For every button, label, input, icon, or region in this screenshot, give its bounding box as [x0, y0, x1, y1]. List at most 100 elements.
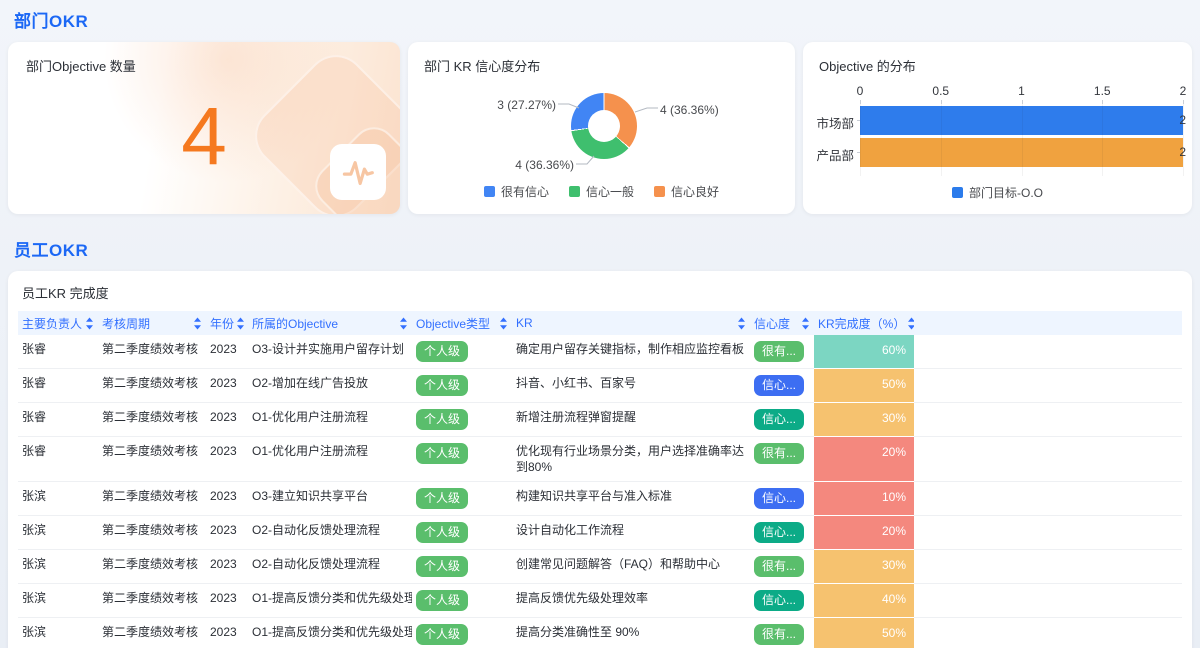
legend-label: 信心良好	[671, 185, 720, 199]
dept-okr-cards-row: 部门Objective 数量 4 部门 KR 信心度分布 3 (27.27%) …	[8, 42, 1192, 214]
column-header-信心度[interactable]: 信心度	[750, 311, 814, 335]
cell-period: 第二季度绩效考核	[98, 515, 206, 550]
confidence-badge[interactable]: 信心...	[754, 590, 805, 611]
cell-period: 第二季度绩效考核	[98, 583, 206, 618]
sort-icon[interactable]	[801, 317, 810, 330]
legend-item-very-confident[interactable]: 很有信心	[483, 183, 549, 200]
column-header-KR[interactable]: KR	[512, 311, 750, 335]
cell-objective: O1-优化用户注册流程	[248, 436, 412, 482]
column-header-label: KR	[516, 316, 533, 330]
cell-owner: 张睿	[18, 335, 98, 369]
confidence-badge[interactable]: 很有...	[754, 443, 805, 464]
bar-fill[interactable]	[860, 138, 1183, 167]
cell-year: 2023	[206, 402, 248, 437]
bar-row-product[interactable]: 2	[860, 138, 1186, 167]
cell-owner: 张滨	[18, 583, 98, 618]
confidence-badge[interactable]: 信心...	[754, 522, 805, 543]
cell-kr: 新增注册流程弹窗提醒	[512, 402, 750, 437]
cell-year: 2023	[206, 481, 248, 516]
cell-objective-type: 个人级	[412, 436, 512, 482]
sort-icon[interactable]	[85, 317, 94, 330]
completion-cell: 30%	[814, 403, 914, 436]
bar-fill[interactable]	[860, 106, 1183, 135]
objective-type-badge: 个人级	[416, 341, 469, 362]
confidence-badge[interactable]: 很有...	[754, 556, 805, 577]
column-header-年份[interactable]: 年份	[206, 311, 248, 335]
bar-chart-plot[interactable]: 2 2 0 0.5 1 1.5 2	[857, 84, 1186, 180]
confidence-badge[interactable]: 信心...	[754, 488, 805, 509]
column-header-考核周期[interactable]: 考核周期	[98, 311, 206, 335]
axis-tick	[940, 100, 942, 104]
sort-icon[interactable]	[499, 317, 508, 330]
sort-icon[interactable]	[193, 317, 202, 330]
column-header-所属的Objective[interactable]: 所属的Objective	[248, 311, 412, 335]
legend-item-good-confidence[interactable]: 信心良好	[654, 183, 719, 200]
legend-item-dept-objective[interactable]: 部门目标-O.O	[952, 184, 1043, 201]
kr-confidence-title: 部门 KR 信心度分布	[424, 59, 541, 74]
cell-year: 2023	[206, 549, 248, 584]
cell-kr: 优化现有行业场景分类，用户选择准确率达到80%	[512, 436, 750, 482]
objective-distribution-title: Objective 的分布	[819, 59, 916, 74]
confidence-badge[interactable]: 很有...	[754, 624, 805, 645]
cell-period: 第二季度绩效考核	[98, 368, 206, 403]
cell-empty	[914, 515, 1182, 550]
completion-cell: 20%	[814, 437, 914, 481]
confidence-badge[interactable]: 信心...	[754, 375, 805, 396]
cell-period: 第二季度绩效考核	[98, 436, 206, 482]
column-header-label: Objective类型	[416, 316, 491, 331]
column-header-label: 年份	[210, 316, 235, 331]
cell-kr: 确定用户留存关键指标，制作相应监控看板	[512, 335, 750, 369]
kr-confidence-card: 部门 KR 信心度分布 3 (27.27%) 4 (36.36%) 4 (36.…	[408, 42, 795, 214]
legend-item-average-confidence[interactable]: 信心一般	[568, 183, 634, 200]
cell-year: 2023	[206, 335, 248, 369]
employee-kr-table: 主要负责人 考核周期 年份 所属的Objective Objective类型 KR 信心度 K…	[18, 311, 1182, 648]
cell-confidence: 很有...	[750, 617, 814, 648]
completion-cell: 30%	[814, 550, 914, 583]
cell-completion: 30%	[814, 402, 914, 437]
table-row: 张滨 第二季度绩效考核 2023 O3-建立知识共享平台 个人级 构建知识共享平台与准入标…	[18, 481, 1182, 516]
cell-empty	[914, 368, 1182, 403]
axis-tick	[1102, 100, 1104, 104]
column-header-主要负责人[interactable]: 主要负责人	[18, 311, 98, 335]
objective-count-card: 部门Objective 数量 4	[8, 42, 400, 214]
cell-year: 2023	[206, 617, 248, 648]
cell-period: 第二季度绩效考核	[98, 481, 206, 516]
cell-owner: 张滨	[18, 617, 98, 648]
sort-icon[interactable]	[907, 317, 914, 330]
cell-objective-type: 个人级	[412, 583, 512, 618]
cell-period: 第二季度绩效考核	[98, 335, 206, 369]
table-row: 张睿 第二季度绩效考核 2023 O1-优化用户注册流程 个人级 优化现有行业场景分类，用…	[18, 436, 1182, 482]
completion-cell: 10%	[814, 482, 914, 515]
confidence-badge[interactable]: 很有...	[754, 341, 805, 362]
sort-icon[interactable]	[236, 317, 245, 330]
bar-value-label: 2	[1179, 145, 1186, 159]
employee-kr-table-card: 员工KR 完成度 主要负责人 考核周期 年份 所属的Objective Objectiv…	[8, 271, 1192, 648]
cell-period: 第二季度绩效考核	[98, 617, 206, 648]
objective-type-badge: 个人级	[416, 443, 469, 464]
axis-tick-label: 1.5	[1093, 84, 1111, 98]
section-title-employee-okr: 员工OKR	[14, 241, 89, 260]
cell-completion: 50%	[814, 368, 914, 403]
legend-label: 很有信心	[500, 185, 549, 199]
bar-row-market[interactable]: 2	[860, 106, 1186, 135]
sort-icon[interactable]	[399, 317, 408, 330]
cell-completion: 10%	[814, 481, 914, 516]
bar-value-label: 2	[1179, 113, 1186, 127]
cell-kr: 提高分类准确性至 90%	[512, 617, 750, 648]
pulse-icon	[330, 144, 386, 200]
cell-objective: O3-设计并实施用户留存计划	[248, 335, 412, 369]
cell-year: 2023	[206, 368, 248, 403]
legend-swatch	[568, 186, 580, 197]
axis-tick	[860, 100, 861, 104]
cell-owner: 张睿	[18, 436, 98, 482]
cell-objective: O1-提高反馈分类和优先级处理	[248, 617, 412, 648]
cell-empty	[914, 335, 1182, 369]
sort-icon[interactable]	[737, 317, 746, 330]
confidence-badge[interactable]: 信心...	[754, 409, 805, 430]
column-header-Objective类型[interactable]: Objective类型	[412, 311, 512, 335]
column-header-KR完成度（%）[interactable]: KR完成度（%）	[814, 311, 914, 335]
cell-completion: 50%	[814, 617, 914, 648]
confidence-donut-chart[interactable]	[571, 93, 637, 159]
axis-tick	[1183, 100, 1184, 104]
completion-cell: 50%	[814, 618, 914, 648]
